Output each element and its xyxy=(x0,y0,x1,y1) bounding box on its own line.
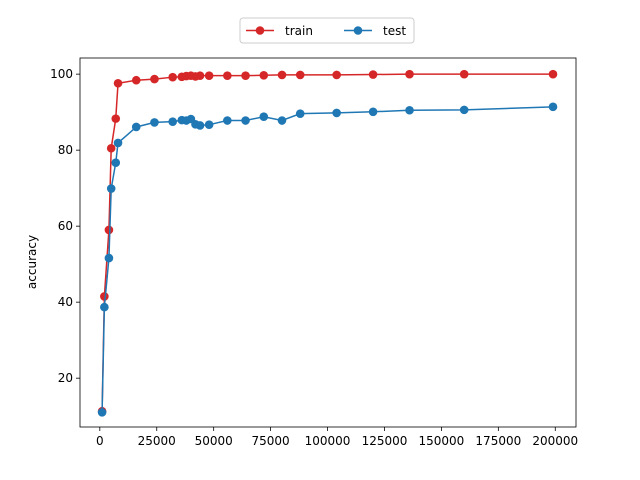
data-point-train xyxy=(204,71,214,80)
data-point-train xyxy=(332,70,341,80)
x-tick-label: 200000 xyxy=(532,434,578,448)
y-tick-label: 60 xyxy=(58,219,73,233)
data-point-train xyxy=(241,71,250,80)
data-point-test xyxy=(405,105,414,115)
data-point-test xyxy=(113,138,123,148)
legend-label-train: train xyxy=(285,24,313,38)
data-point-test xyxy=(368,107,378,117)
data-point-train xyxy=(405,69,414,79)
data-point-test xyxy=(223,116,232,125)
plot-area: 0 25000 50000 75000 100000 125000 150000 175000… xyxy=(50,57,578,448)
data-point-train xyxy=(259,70,269,80)
legend-marker-train xyxy=(255,26,265,35)
data-point-test xyxy=(204,120,214,129)
data-point-test xyxy=(104,253,114,263)
data-point-train xyxy=(111,114,121,123)
data-point-test xyxy=(241,116,250,125)
x-tick-label: 100000 xyxy=(305,434,351,448)
data-point-train xyxy=(295,70,305,80)
data-point-test xyxy=(459,105,469,115)
data-point-train xyxy=(548,69,558,79)
x-tick-label: 125000 xyxy=(362,434,408,448)
y-tick-label: 40 xyxy=(58,295,73,309)
data-point-test xyxy=(168,117,177,126)
data-point-test xyxy=(97,408,107,417)
data-point-test xyxy=(548,102,558,112)
x-tick-label: 175000 xyxy=(475,434,521,448)
data-point-train xyxy=(104,225,114,235)
data-point-test xyxy=(131,122,141,132)
data-point-train xyxy=(459,69,469,79)
x-tick-label: 0 xyxy=(96,434,104,448)
data-point-train xyxy=(368,70,378,79)
data-point-train xyxy=(223,71,232,80)
data-point-test xyxy=(295,109,305,118)
x-tick-label: 25000 xyxy=(138,434,176,448)
x-tick-label: 150000 xyxy=(419,434,465,448)
data-point-train xyxy=(100,292,109,301)
legend-label-test: test xyxy=(383,24,406,38)
data-point-test xyxy=(100,302,109,312)
data-point-test xyxy=(277,116,287,125)
y-tick-label: 100 xyxy=(50,67,73,81)
data-point-train xyxy=(113,78,123,88)
y-tick-label: 20 xyxy=(58,371,73,385)
y-axis-label: accuracy xyxy=(25,235,39,289)
legend-marker-test xyxy=(353,26,363,35)
data-point-test xyxy=(111,158,121,167)
data-point-train xyxy=(131,75,141,85)
data-point-test xyxy=(106,184,116,193)
x-tick-label: 75000 xyxy=(252,434,290,448)
data-point-test xyxy=(195,121,205,130)
data-point-test xyxy=(332,108,341,118)
data-point-train xyxy=(277,70,287,80)
legend-box xyxy=(239,17,415,44)
x-tick-label: 50000 xyxy=(195,434,233,448)
y-tick-label: 80 xyxy=(58,143,73,157)
axes-frame xyxy=(79,57,577,428)
data-point-test xyxy=(259,112,269,122)
data-point-train xyxy=(195,71,205,80)
legend: train test xyxy=(239,17,415,44)
data-point-train xyxy=(150,74,159,84)
data-point-train xyxy=(168,72,177,82)
data-point-train xyxy=(106,143,116,153)
data-point-test xyxy=(150,118,159,127)
